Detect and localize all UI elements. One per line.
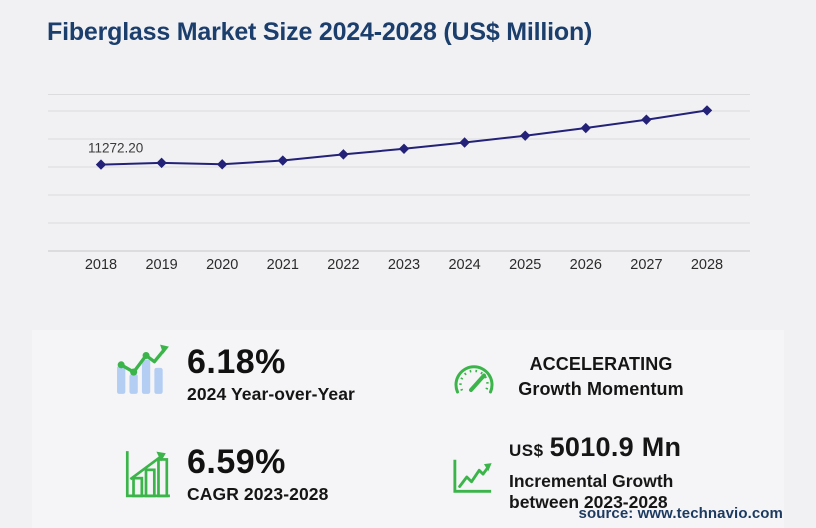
data-point-2018 [95, 159, 107, 170]
yoy-value: 6.18% [187, 343, 286, 381]
page-title: Fiberglass Market Size 2024-2028 (US$ Mi… [47, 18, 593, 46]
market-size-line-chart: 2018 2019 2020 2021 2022 2023 2024 2025 2026 2027… [48, 94, 750, 273]
x-tick-2023: 2023 [388, 257, 420, 273]
incremental-value-line: US$ 5010.9 Mn [509, 432, 681, 463]
momentum-value: ACCELERATING [529, 354, 673, 374]
x-tick-2018: 2018 [85, 257, 117, 273]
momentum-label: Growth Momentum [518, 379, 684, 399]
data-point-2026 [580, 122, 591, 134]
x-tick-2022: 2022 [327, 257, 359, 273]
incremental-currency: US$ [509, 441, 544, 460]
yoy-label: 2024 Year-over-Year [187, 384, 355, 404]
data-point-2022 [338, 149, 349, 160]
data-point-2019 [156, 157, 167, 169]
data-point-2020 [217, 159, 228, 170]
incremental-value: 5010.9 Mn [549, 432, 682, 462]
cagr-label: CAGR 2023-2028 [187, 484, 329, 504]
x-tick-2024: 2024 [448, 257, 480, 273]
series-line [100, 109, 708, 166]
data-point-2021 [277, 155, 288, 166]
source-attribution: source: www.technavio.com [578, 505, 783, 522]
stat-incremental: US$ 5010.9 Mn Incremental Growth between… [452, 432, 681, 512]
data-point-2028 [701, 105, 713, 116]
x-tick-2027: 2027 [630, 257, 662, 273]
x-tick-2021: 2021 [267, 257, 299, 273]
speedometer-icon [454, 365, 494, 394]
x-tick-2020: 2020 [206, 257, 238, 273]
data-point-2025 [520, 130, 531, 141]
cagr-value: 6.59% [187, 443, 286, 481]
bar-chart-trend-icon [117, 344, 169, 394]
x-tick-2025: 2025 [509, 257, 541, 273]
x-tick-2028: 2028 [691, 257, 723, 273]
first-point-data-label: 11272.20 [88, 141, 143, 156]
stat-cagr: 6.59% CAGR 2023-2028 [120, 444, 328, 505]
x-tick-2026: 2026 [570, 257, 602, 273]
line-growth-icon [453, 459, 492, 493]
x-tick-2019: 2019 [145, 257, 177, 273]
stat-yoy: 6.18% 2024 Year-over-Year [116, 344, 355, 405]
incremental-label-line2: between 2023-2028 [509, 491, 668, 512]
data-point-2023 [398, 143, 410, 155]
data-point-2027 [641, 114, 652, 125]
incremental-label-line1: Incremental Growth [509, 471, 674, 491]
growth-bars-icon [125, 451, 170, 498]
stat-momentum: ACCELERATING Growth Momentum [451, 352, 690, 402]
